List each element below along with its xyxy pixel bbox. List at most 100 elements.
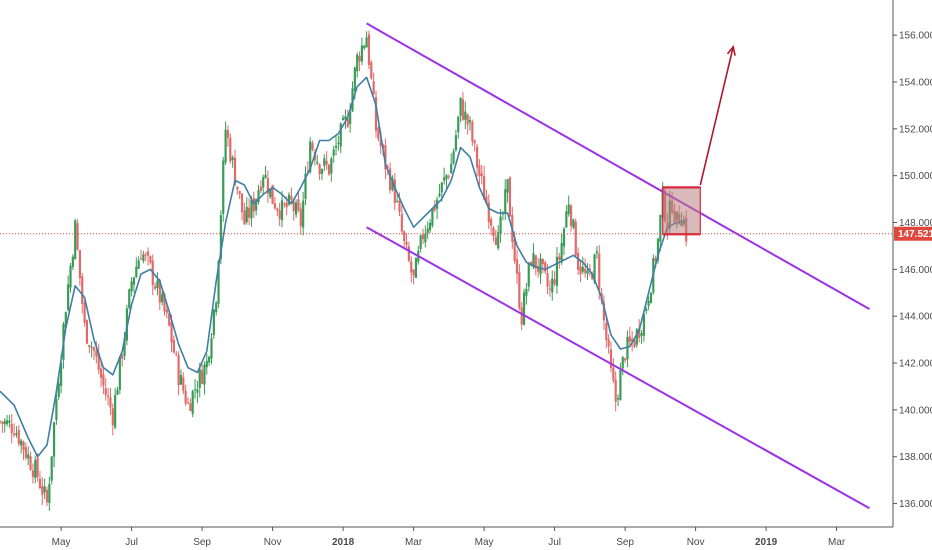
candle-body	[478, 165, 481, 177]
consolidation-box[interactable]	[662, 186, 701, 235]
candle-48	[111, 403, 114, 436]
candle-body	[624, 358, 627, 361]
candle-262	[614, 371, 617, 412]
candle-146	[342, 114, 345, 121]
candle-10	[22, 440, 25, 460]
candle-113	[264, 166, 267, 179]
candle-body	[426, 228, 429, 234]
candle-202	[473, 139, 476, 152]
candle-body	[471, 121, 474, 142]
candle-body	[74, 220, 77, 260]
candle-body	[539, 258, 542, 275]
candle-172	[403, 230, 406, 250]
x-tick-label: 2018	[332, 537, 355, 548]
candle-body	[217, 260, 220, 304]
candle-body	[316, 161, 319, 164]
candle-5	[10, 413, 13, 444]
candle-140	[327, 163, 331, 176]
candle-body	[393, 179, 396, 203]
candle-106	[248, 198, 251, 226]
candle-143	[334, 136, 338, 156]
projection-arrow-shaft[interactable]	[699, 46, 734, 186]
candle-body	[149, 256, 152, 263]
candle-body	[443, 177, 446, 181]
candle-187	[438, 184, 441, 198]
candle-92	[215, 301, 218, 316]
candle-body	[205, 360, 208, 368]
candle-body	[240, 193, 244, 213]
candle-216	[506, 178, 509, 203]
candle-body	[31, 470, 34, 477]
candle-body	[374, 97, 378, 131]
candle-88	[205, 353, 208, 375]
candle-body	[175, 353, 178, 355]
candle-112	[262, 174, 265, 196]
candle-47	[109, 388, 112, 416]
candle-body	[497, 232, 500, 249]
candle-67	[156, 272, 159, 296]
candle-body	[581, 266, 584, 272]
candle-104	[243, 202, 246, 226]
candle-body	[579, 266, 582, 275]
candle-body	[52, 422, 56, 457]
candle-body	[29, 456, 32, 470]
candle-body	[193, 389, 197, 391]
candle-body	[210, 338, 213, 359]
channel-upper-line[interactable]	[366, 22, 870, 311]
channel-lower-line[interactable]	[366, 226, 870, 510]
candle-117	[273, 197, 277, 210]
candle-175	[410, 256, 413, 283]
candle-192	[450, 153, 453, 174]
candle-body	[534, 255, 537, 269]
candle-body	[607, 339, 610, 347]
x-tick-label: Nov	[264, 537, 282, 548]
candle-body	[27, 454, 30, 459]
candle-13	[29, 451, 32, 471]
candle-1	[1, 420, 4, 433]
candle-body	[55, 399, 58, 420]
candle-body	[513, 239, 516, 262]
candle-body	[161, 294, 164, 302]
candle-107	[250, 195, 253, 227]
candle-111	[259, 180, 262, 194]
candle-body	[356, 54, 359, 72]
candle-174	[407, 241, 410, 263]
x-tick-label: Sep	[193, 537, 211, 548]
candle-body	[353, 67, 356, 91]
candle-body	[69, 265, 72, 288]
candle-body	[485, 196, 488, 203]
candle-body	[595, 251, 598, 254]
candle-180	[421, 228, 425, 245]
candle-body	[144, 254, 147, 256]
candle-body	[626, 337, 629, 360]
candle-99	[231, 155, 234, 168]
candle-65	[151, 254, 154, 296]
candle-245	[574, 218, 577, 257]
candle-193	[452, 148, 455, 165]
candle-body	[186, 402, 190, 404]
candle-135	[316, 154, 319, 166]
candle-body	[541, 258, 544, 264]
candle-72	[168, 312, 171, 327]
candle-body	[264, 174, 267, 178]
candles-layer	[0, 30, 688, 511]
candle-body	[558, 256, 561, 260]
candle-body	[179, 375, 183, 385]
candle-body	[569, 205, 573, 227]
candle-body	[17, 429, 20, 445]
candle-39	[90, 341, 93, 358]
candle-101	[236, 186, 239, 195]
candle-235	[551, 270, 554, 301]
x-tick-label: Mar	[828, 537, 846, 548]
candle-body	[48, 483, 51, 504]
x-tick-label: Sep	[616, 537, 634, 548]
candle-250	[586, 263, 589, 280]
candle-118	[276, 207, 279, 216]
candle-268	[628, 326, 631, 348]
candle-body	[0, 421, 2, 423]
candle-body	[447, 176, 450, 178]
candle-body	[219, 215, 222, 259]
candle-body	[212, 309, 215, 336]
